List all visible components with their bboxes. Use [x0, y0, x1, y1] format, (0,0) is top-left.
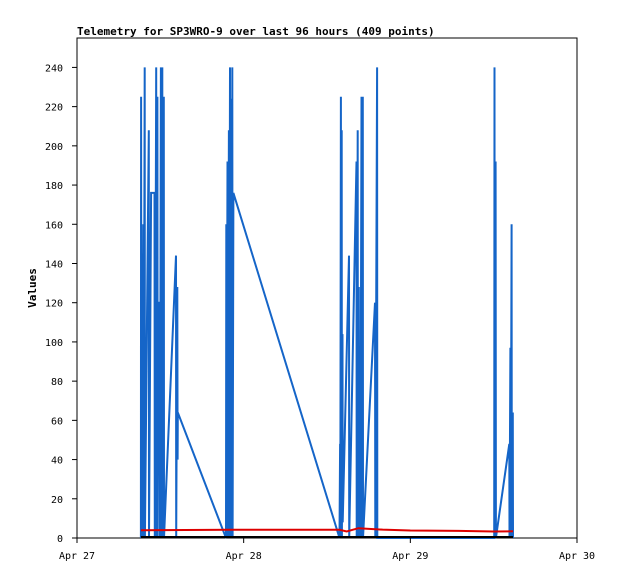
chart-title: Telemetry for SP3WRO-9 over last 96 hour… — [77, 25, 435, 38]
y-axis-label: Values — [26, 268, 39, 308]
y-tick-label: 80 — [51, 377, 63, 388]
y-tick-label: 240 — [45, 63, 63, 74]
y-tick-label: 40 — [51, 456, 63, 467]
x-tick-label: Apr 29 — [392, 551, 428, 562]
y-tick-label: 220 — [45, 103, 63, 114]
series-line-2 — [140, 527, 514, 533]
series-line-1 — [139, 67, 514, 539]
series-layer — [139, 67, 514, 539]
y-tick-label: 100 — [45, 338, 63, 349]
y-tick-label: 60 — [51, 416, 63, 427]
x-tick-label: Apr 28 — [226, 551, 262, 562]
y-tick-label: 120 — [45, 299, 63, 310]
plot-frame — [76, 37, 578, 539]
x-tick-label: Apr 30 — [559, 551, 595, 562]
y-tick-label: 140 — [45, 259, 63, 270]
y-tick-label: 0 — [57, 534, 63, 545]
y-tick-label: 180 — [45, 181, 63, 192]
y-tick-label: 20 — [51, 495, 63, 506]
x-axis: Apr 27 Apr 28 Apr 29 Apr 30 — [59, 538, 595, 562]
y-tick-label: 160 — [45, 220, 63, 231]
y-tick-label: 200 — [45, 142, 63, 153]
x-tick-label: Apr 27 — [59, 551, 95, 562]
y-axis: 0 20 40 60 80 100 120 140 160 180 200 220 240 — [45, 63, 77, 545]
